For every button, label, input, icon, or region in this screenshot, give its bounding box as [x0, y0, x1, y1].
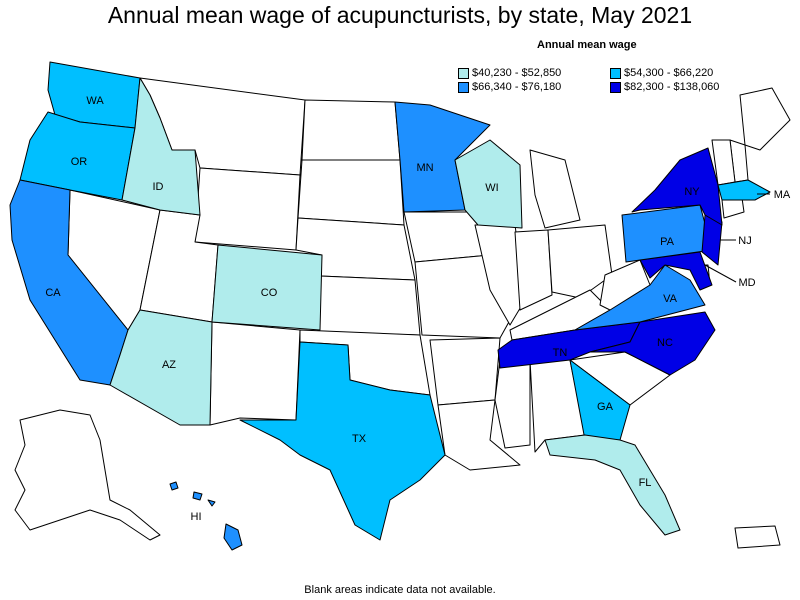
data-states — [9, 61, 771, 541]
map-title: Annual mean wage of acupuncturists, by s… — [107, 2, 693, 28]
state-SD[interactable] — [297, 159, 405, 226]
state-MD[interactable] — [639, 251, 713, 291]
label-MN: MN — [416, 162, 433, 174]
label-CA: CA — [45, 287, 61, 299]
state-ID[interactable] — [121, 77, 201, 216]
legend-title: Annual mean wage — [537, 39, 637, 51]
state-CT[interactable] — [721, 197, 745, 219]
legend-item-2: $54,300 - $66,220 — [610, 67, 713, 79]
state-MS[interactable] — [494, 359, 531, 449]
label-ID: ID — [153, 181, 164, 193]
state-HI[interactable] — [169, 481, 243, 551]
state-KS[interactable] — [317, 275, 421, 336]
legend-item-3: $66,340 - $76,180 — [458, 81, 561, 93]
label-HI: HI — [191, 511, 202, 523]
footnote: Blank areas indicate data not available. — [304, 584, 496, 596]
leader-md — [704, 264, 737, 283]
label-NC: NC — [657, 337, 673, 349]
label-WI: WI — [485, 182, 498, 194]
state-IN[interactable] — [514, 229, 553, 311]
legend-label-1: $40,230 - $52,850 — [472, 67, 562, 79]
state-CO[interactable] — [211, 244, 323, 331]
territory-PR[interactable] — [734, 525, 781, 549]
state-VA[interactable] — [574, 264, 706, 331]
label-TN: TN — [553, 347, 568, 359]
state-OH[interactable] — [547, 224, 613, 299]
label-WA: WA — [86, 95, 104, 107]
state-OR[interactable] — [19, 111, 136, 201]
state-FL[interactable] — [544, 434, 681, 536]
legend-label-4: $82,300 - $138,060 — [624, 81, 720, 93]
label-OR: OR — [71, 156, 88, 168]
legend-item-1: $40,230 - $52,850 — [458, 67, 561, 79]
label-TX: TX — [352, 433, 367, 445]
label-NY: NY — [684, 186, 700, 198]
state-MI[interactable] — [529, 149, 581, 229]
label-GA: GA — [597, 401, 614, 413]
state-ND[interactable] — [301, 99, 401, 161]
state-WY[interactable] — [194, 167, 301, 251]
state-NM[interactable] — [209, 321, 301, 426]
state-AZ[interactable] — [109, 309, 213, 426]
state-WI[interactable] — [454, 139, 523, 229]
label-NJ: NJ — [738, 235, 751, 247]
state-MA[interactable] — [717, 179, 771, 201]
label-VA: VA — [663, 293, 678, 305]
state-NC[interactable] — [589, 311, 716, 376]
label-MA: MA — [774, 189, 791, 201]
state-NY[interactable] — [631, 147, 723, 226]
legend-label-3: $66,340 - $76,180 — [472, 81, 562, 93]
label-PA: PA — [660, 236, 675, 248]
label-AZ: AZ — [162, 359, 176, 371]
legend-swatch-2 — [610, 67, 621, 79]
legend-swatch-3 — [458, 81, 469, 93]
state-AK[interactable] — [14, 409, 161, 541]
state-ME[interactable] — [739, 87, 791, 151]
legend-label-2: $54,300 - $66,220 — [624, 67, 714, 79]
state-CA[interactable] — [9, 179, 129, 386]
no-data-states — [67, 77, 791, 471]
label-CO: CO — [261, 287, 278, 299]
state-TX[interactable] — [239, 341, 446, 541]
legend-item-4: $82,300 - $138,060 — [610, 81, 719, 93]
state-PA[interactable] — [621, 204, 713, 263]
legend-swatch-1 — [458, 67, 469, 79]
label-FL: FL — [639, 477, 652, 489]
legend-swatch-4 — [610, 81, 621, 93]
label-MD: MD — [738, 277, 755, 289]
state-AR[interactable] — [429, 337, 501, 406]
